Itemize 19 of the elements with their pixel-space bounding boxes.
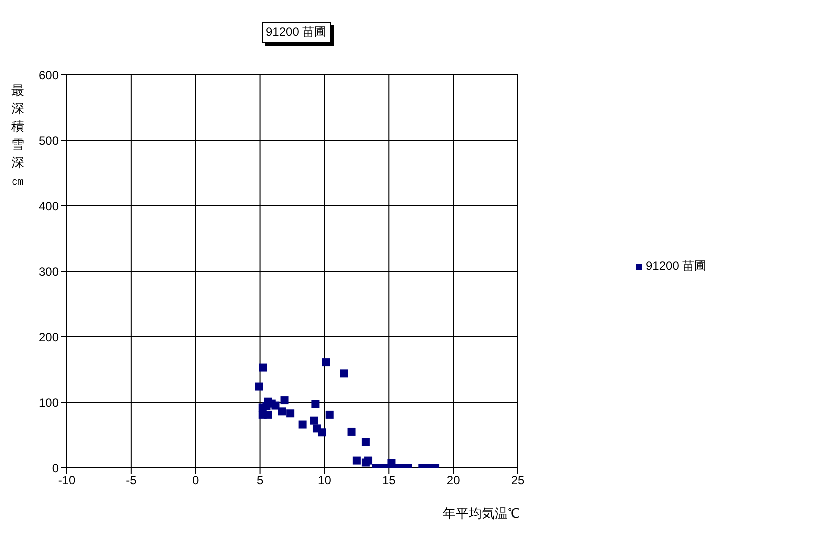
x-tick-label: -5 bbox=[126, 474, 138, 488]
y-tick-label: 200 bbox=[38, 330, 60, 344]
x-tick-label: 5 bbox=[256, 474, 264, 488]
y-axis-title: 最深積雪深㎝ bbox=[10, 82, 26, 190]
x-tick-label: 10 bbox=[318, 474, 332, 488]
x-tick-label: 25 bbox=[511, 474, 525, 488]
y-tick-label: 600 bbox=[38, 68, 60, 82]
chart-title: 91200 苗圃 bbox=[262, 22, 331, 43]
y-tick-label: 100 bbox=[38, 396, 60, 410]
y-tick-label: 400 bbox=[38, 199, 60, 214]
x-tick-label: 20 bbox=[446, 474, 461, 488]
x-axis-title: 年平均気温℃ bbox=[443, 505, 520, 523]
y-tick-label: 0 bbox=[52, 461, 60, 476]
x-tick-label: -10 bbox=[58, 474, 76, 488]
x-tick-label: 15 bbox=[382, 474, 396, 488]
legend-label: 91200 苗圃 bbox=[646, 258, 707, 275]
x-tick-label: 0 bbox=[192, 474, 200, 488]
y-tick-label: 300 bbox=[38, 264, 60, 279]
y-tick-label: 500 bbox=[38, 134, 60, 148]
